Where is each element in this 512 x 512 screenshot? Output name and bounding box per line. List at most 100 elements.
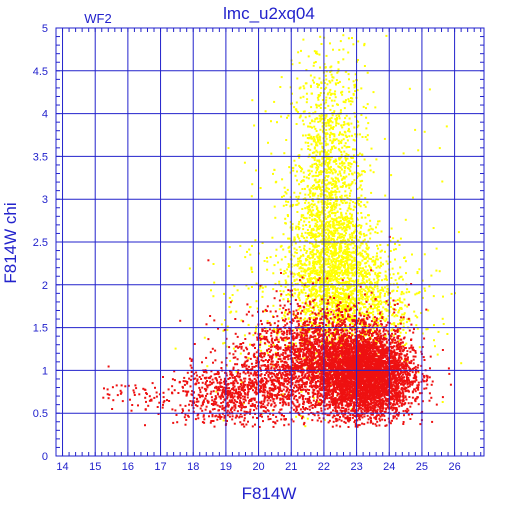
yellow-data-point xyxy=(333,254,336,257)
yellow-data-point xyxy=(287,114,290,117)
red-data-point xyxy=(328,414,331,417)
yellow-data-point xyxy=(359,174,361,177)
yellow-data-point xyxy=(313,50,316,53)
yellow-data-point xyxy=(328,292,331,295)
red-data-point xyxy=(351,354,354,357)
yellow-data-point xyxy=(326,216,329,219)
red-data-point xyxy=(395,348,398,351)
yellow-data-point xyxy=(337,297,340,299)
yellow-data-point xyxy=(306,212,309,215)
yellow-data-point xyxy=(331,183,334,186)
yellow-data-point xyxy=(296,111,299,113)
yellow-data-point xyxy=(320,189,323,192)
yellow-data-point xyxy=(298,183,301,186)
yellow-data-point xyxy=(303,310,306,313)
red-data-point xyxy=(396,331,399,333)
yellow-data-point xyxy=(279,294,282,297)
yellow-data-point xyxy=(287,293,290,296)
yellow-data-point xyxy=(358,186,361,189)
yellow-data-point xyxy=(379,296,382,299)
yellow-data-point xyxy=(361,338,364,341)
yellow-data-point xyxy=(319,219,322,222)
yellow-data-point xyxy=(360,313,363,316)
yellow-data-point xyxy=(333,270,336,273)
yellow-data-point xyxy=(297,51,300,54)
yellow-data-point xyxy=(315,288,318,291)
yellow-data-point xyxy=(296,282,299,285)
yellow-data-point xyxy=(418,268,421,271)
yellow-data-point xyxy=(296,211,299,213)
yellow-data-point xyxy=(300,218,302,221)
yellow-data-point xyxy=(331,193,334,196)
yellow-data-point xyxy=(315,223,318,226)
yellow-data-point xyxy=(360,216,363,219)
yellow-data-point xyxy=(321,147,324,150)
red-data-point xyxy=(315,384,317,387)
yellow-data-point xyxy=(340,139,343,142)
yellow-data-point xyxy=(351,280,354,282)
yellow-data-point xyxy=(280,115,283,118)
yellow-data-point xyxy=(329,277,332,280)
yellow-data-point xyxy=(364,275,367,278)
yellow-data-point xyxy=(295,252,298,254)
yellow-data-point xyxy=(346,217,349,220)
yellow-data-point xyxy=(282,194,285,197)
yellow-data-point xyxy=(436,353,439,356)
yellow-data-point xyxy=(320,269,323,272)
yellow-data-point xyxy=(351,289,354,292)
yellow-data-point xyxy=(441,317,444,320)
yellow-data-point xyxy=(347,154,350,157)
yellow-data-point xyxy=(299,266,302,269)
yellow-data-point xyxy=(379,292,382,294)
yellow-data-point xyxy=(344,296,347,299)
yellow-data-point xyxy=(330,283,333,285)
yellow-data-point xyxy=(228,305,231,308)
yellow-data-point xyxy=(300,390,303,393)
yellow-data-point xyxy=(330,239,333,241)
red-data-point xyxy=(409,405,412,408)
yellow-data-point xyxy=(305,199,308,202)
red-data-point xyxy=(378,329,381,332)
yellow-data-point xyxy=(305,301,308,304)
yellow-data-point xyxy=(351,242,354,245)
yellow-data-point xyxy=(369,232,372,235)
yellow-data-point xyxy=(291,228,294,231)
yellow-data-point xyxy=(327,248,330,251)
yellow-data-point xyxy=(345,293,348,296)
yellow-data-point xyxy=(222,329,225,332)
yellow-data-point xyxy=(342,138,345,141)
yellow-data-point xyxy=(351,259,354,262)
yellow-data-point xyxy=(298,260,301,263)
red-data-point xyxy=(371,404,374,407)
yellow-data-point xyxy=(368,311,371,314)
yellow-data-point xyxy=(347,271,350,274)
yellow-data-point xyxy=(399,275,402,278)
yellow-data-point xyxy=(303,247,306,250)
yellow-data-point xyxy=(334,247,337,250)
yellow-data-point xyxy=(359,205,362,208)
yellow-data-point xyxy=(349,236,352,238)
yellow-data-point xyxy=(357,203,360,206)
yellow-data-point xyxy=(313,81,315,84)
red-data-point xyxy=(317,411,320,414)
yellow-data-point xyxy=(353,311,356,314)
yellow-data-point xyxy=(337,264,340,267)
yellow-data-point xyxy=(324,159,327,162)
yellow-data-point xyxy=(315,270,318,273)
yellow-data-point xyxy=(337,232,340,235)
yellow-data-point xyxy=(326,320,328,323)
red-data-point xyxy=(409,418,412,420)
yellow-data-point xyxy=(336,241,339,244)
yellow-data-point xyxy=(346,252,349,255)
yellow-data-point xyxy=(390,277,393,279)
yellow-data-point xyxy=(360,200,363,203)
yellow-data-point xyxy=(328,192,331,194)
yellow-data-point xyxy=(248,248,251,251)
yellow-data-point xyxy=(325,291,328,294)
yellow-data-point xyxy=(278,283,281,286)
yellow-data-point xyxy=(329,81,332,84)
yellow-data-point xyxy=(312,235,315,238)
red-data-point xyxy=(397,335,400,337)
yellow-data-point xyxy=(283,186,286,189)
yellow-data-point xyxy=(361,279,364,282)
